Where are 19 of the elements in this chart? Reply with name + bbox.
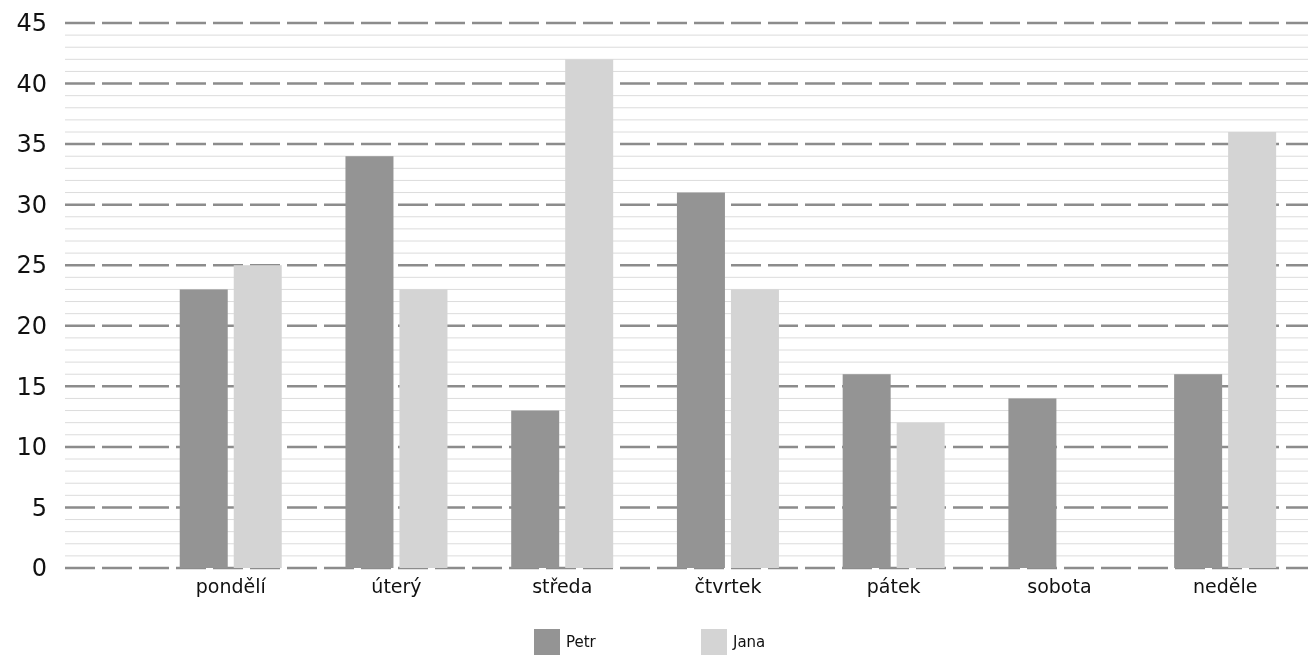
y-tick-label: 40	[16, 69, 47, 98]
legend-label: Jana	[732, 633, 766, 651]
y-tick-label: 30	[16, 190, 47, 219]
x-tick-label: neděle	[1192, 575, 1258, 598]
y-tick-label: 45	[16, 9, 47, 38]
x-tick-label: úterý	[371, 575, 422, 598]
y-tick-label: 35	[16, 130, 47, 159]
y-tick-label: 0	[31, 554, 47, 583]
y-tick-label: 5	[31, 493, 47, 522]
x-tick-label: pátek	[866, 575, 921, 598]
y-tick-label: 15	[16, 372, 47, 401]
x-tick-label: sobota	[1027, 575, 1092, 598]
y-tick-label: 10	[16, 433, 47, 462]
x-tick-label: pondělí	[195, 575, 267, 598]
y-tick-label: 20	[16, 311, 47, 340]
x-tick-label: středa	[532, 575, 593, 598]
x-tick-label: čtvrtek	[694, 575, 762, 598]
legend-label: Petr	[566, 633, 597, 651]
y-tick-label: 25	[16, 251, 47, 280]
